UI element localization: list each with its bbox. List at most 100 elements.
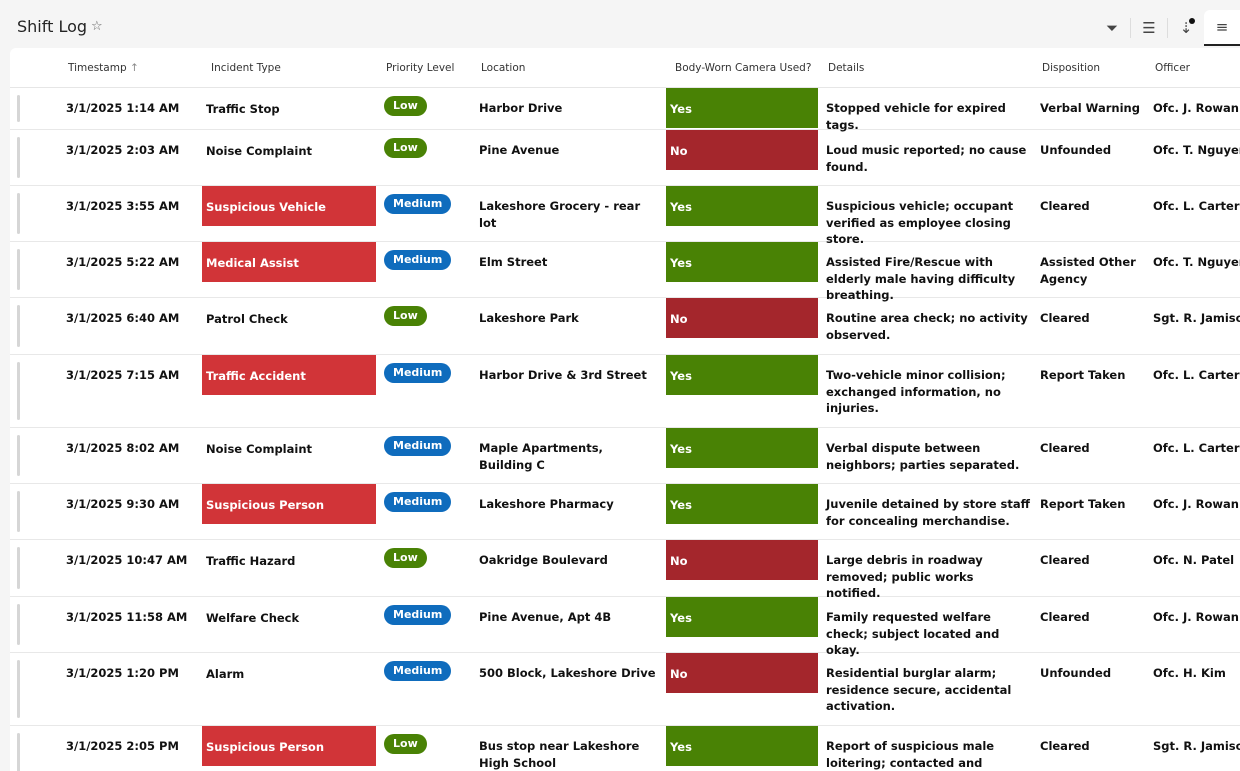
timestamp-cell: 3/1/2025 1:14 AM	[66, 101, 180, 115]
incident-type-cell: Noise Complaint	[206, 144, 312, 158]
priority-badge: Medium	[384, 661, 452, 681]
camera-cell: Yes	[666, 355, 818, 395]
data-grid: Timestamp ↑ Incident Type Priority Level…	[10, 48, 1240, 771]
camera-cell: No	[666, 653, 818, 693]
location-cell: Harbor Drive	[479, 101, 563, 115]
timestamp-cell: 3/1/2025 2:03 AM	[66, 143, 180, 157]
disposition-cell: Report Taken	[1040, 368, 1126, 382]
incident-type-cell: Alarm	[206, 667, 245, 681]
grid-header: Timestamp ↑ Incident Type Priority Level…	[10, 48, 1240, 88]
col-officer[interactable]: Officer	[1155, 62, 1190, 74]
row-selector[interactable]	[17, 249, 20, 290]
location-cell: 500 Block, Lakeshore Drive	[479, 666, 656, 680]
officer-cell: Sgt. R. Jamison	[1153, 739, 1240, 753]
row-selector[interactable]	[17, 137, 20, 178]
disposition-cell: Assisted Other Agency	[1040, 255, 1136, 286]
col-location[interactable]: Location	[481, 62, 526, 74]
col-disposition[interactable]: Disposition	[1042, 62, 1101, 74]
table-row[interactable]: 3/1/2025 9:30 AM Suspicious Person Mediu…	[10, 484, 1240, 540]
priority-badge: Low	[384, 548, 427, 568]
disposition-cell: Cleared	[1040, 311, 1090, 325]
list-icon[interactable]: ☰	[1142, 19, 1156, 37]
officer-cell: Ofc. N. Patel	[1153, 553, 1235, 567]
table-row[interactable]: 3/1/2025 3:55 AM Suspicious Vehicle Medi…	[10, 186, 1240, 246]
camera-cell: No	[666, 130, 818, 170]
priority-badge: Medium	[384, 250, 452, 270]
row-selector[interactable]	[17, 547, 20, 589]
camera-cell: Yes	[666, 597, 818, 637]
location-cell: Lakeshore Park	[479, 311, 579, 325]
camera-cell: Yes	[666, 186, 818, 226]
timestamp-cell: 3/1/2025 9:30 AM	[66, 497, 180, 511]
timestamp-cell: 3/1/2025 3:55 AM	[66, 199, 180, 213]
table-row[interactable]: 3/1/2025 8:02 AM Noise Complaint Medium …	[10, 428, 1240, 484]
sort-icon[interactable]: ⇣	[1168, 10, 1204, 46]
row-selector[interactable]	[17, 362, 20, 420]
disposition-cell: Verbal Warning	[1040, 101, 1140, 115]
details-cell: Routine area check; no activity observed…	[826, 311, 1028, 342]
row-selector[interactable]	[17, 95, 20, 122]
priority-badge: Medium	[384, 605, 452, 625]
priority-badge: Low	[384, 306, 427, 326]
priority-badge: Low	[384, 138, 427, 158]
row-selector[interactable]	[17, 604, 20, 645]
table-row[interactable]: 3/1/2025 1:14 AM Traffic Stop Low Harbor…	[10, 88, 1240, 132]
row-selector[interactable]	[17, 435, 20, 476]
camera-cell: No	[666, 540, 818, 580]
details-cell: Suspicious vehicle; occupant verified as…	[826, 199, 1014, 246]
row-selector[interactable]	[17, 660, 20, 718]
table-row[interactable]: 3/1/2025 1:20 PM Alarm Medium 500 Block,…	[10, 653, 1240, 726]
col-details[interactable]: Details	[828, 62, 865, 74]
table-row[interactable]: 3/1/2025 2:05 PM Suspicious Person Low B…	[10, 726, 1240, 771]
incident-type-cell: Medical Assist	[202, 242, 376, 282]
timestamp-cell: 3/1/2025 8:02 AM	[66, 441, 180, 455]
table-row[interactable]: 3/1/2025 5:22 AM Medical Assist Medium E…	[10, 242, 1240, 302]
priority-badge: Medium	[384, 436, 452, 456]
menu-icon[interactable]: ≡	[1204, 10, 1240, 46]
location-cell: Harbor Drive & 3rd Street	[479, 368, 647, 382]
location-cell: Maple Apartments, Building C	[479, 441, 603, 472]
location-cell: Pine Avenue, Apt 4B	[479, 610, 612, 624]
camera-cell: No	[666, 298, 818, 338]
camera-cell: Yes	[666, 484, 818, 524]
sort-ascending-icon: ↑	[129, 62, 139, 74]
col-priority[interactable]: Priority Level	[386, 62, 455, 74]
disposition-cell: Report Taken	[1040, 497, 1126, 511]
officer-cell: Sgt. R. Jamison	[1153, 311, 1240, 325]
details-cell: Family requested welfare check; subject …	[826, 610, 1000, 657]
priority-badge: Low	[384, 734, 427, 754]
priority-badge: Medium	[384, 363, 452, 383]
page-title: Shift Log	[17, 17, 88, 36]
table-row[interactable]: 3/1/2025 6:40 AM Patrol Check Low Lakesh…	[10, 298, 1240, 355]
star-icon[interactable]: ☆	[91, 19, 103, 34]
disposition-cell: Cleared	[1040, 739, 1090, 753]
details-cell: Large debris in roadway removed; public …	[826, 553, 983, 600]
row-selector[interactable]	[17, 733, 20, 771]
table-row[interactable]: 3/1/2025 10:47 AM Traffic Hazard Low Oak…	[10, 540, 1240, 600]
table-row[interactable]: 3/1/2025 11:58 AM Welfare Check Medium P…	[10, 597, 1240, 657]
toolbar: ⏷ ☰ ⇣ ≡	[1094, 10, 1240, 46]
col-camera[interactable]: Body-Worn Camera Used?	[675, 62, 812, 74]
col-incident-type[interactable]: Incident Type	[211, 62, 281, 74]
incident-type-cell: Welfare Check	[206, 611, 300, 625]
incident-type-cell: Traffic Hazard	[206, 554, 296, 568]
filter-icon[interactable]: ⏷	[1105, 19, 1118, 37]
table-row[interactable]: 3/1/2025 7:15 AM Traffic Accident Medium…	[10, 355, 1240, 428]
col-timestamp[interactable]: Timestamp ↑	[68, 62, 139, 74]
row-selector[interactable]	[17, 491, 20, 532]
row-selector[interactable]	[17, 193, 20, 234]
camera-cell: Yes	[666, 726, 818, 766]
incident-type-cell: Suspicious Person	[202, 484, 376, 524]
officer-cell: Ofc. H. Kim	[1153, 666, 1226, 680]
details-cell: Verbal dispute between neighbors; partie…	[826, 441, 1020, 472]
officer-cell: Ofc. J. Rowan	[1153, 101, 1239, 115]
disposition-cell: Unfounded	[1040, 143, 1112, 157]
disposition-cell: Cleared	[1040, 441, 1090, 455]
row-selector[interactable]	[17, 305, 20, 347]
table-row[interactable]: 3/1/2025 2:03 AM Noise Complaint Low Pin…	[10, 130, 1240, 186]
timestamp-cell: 3/1/2025 6:40 AM	[66, 311, 180, 325]
officer-cell: Ofc. T. Nguyen	[1153, 143, 1240, 157]
officer-cell: Ofc. T. Nguyen	[1153, 255, 1240, 269]
page-header: Shift Log ☆ ⏷ ☰ ⇣ ≡	[0, 0, 1240, 48]
location-cell: Lakeshore Pharmacy	[479, 497, 614, 511]
